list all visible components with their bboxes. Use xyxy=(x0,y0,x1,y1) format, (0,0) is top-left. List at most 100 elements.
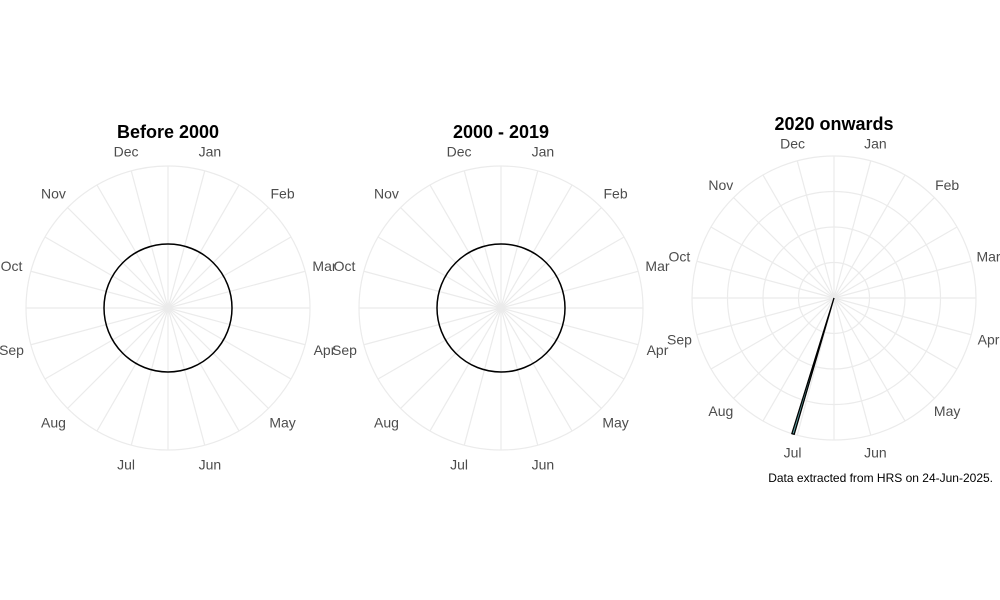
month-label-nov: Nov xyxy=(41,185,66,201)
month-label-jan: Jan xyxy=(532,144,555,160)
grid-spoke xyxy=(167,307,240,432)
month-label-dec: Dec xyxy=(780,135,805,151)
grid-spoke xyxy=(833,297,958,370)
grid-spoke xyxy=(500,307,639,346)
month-label-jul: Jul xyxy=(117,456,135,472)
grid-spoke xyxy=(833,297,872,436)
month-label-feb: Feb xyxy=(270,185,294,201)
month-label-aug: Aug xyxy=(708,403,733,419)
grid-spoke xyxy=(500,184,573,309)
grid-spoke xyxy=(67,307,169,409)
grid-spoke xyxy=(500,170,539,309)
grid-spoke xyxy=(833,297,972,336)
grid-spoke xyxy=(733,297,835,399)
month-label-jun: Jun xyxy=(199,456,222,472)
grid-spoke xyxy=(500,307,625,380)
grid-spoke xyxy=(696,297,835,336)
grid-spoke xyxy=(167,184,240,309)
month-label-may: May xyxy=(602,415,628,431)
grid-spoke xyxy=(377,307,502,380)
month-label-apr: Apr xyxy=(314,342,336,358)
month-label-aug: Aug xyxy=(41,415,66,431)
grid-spoke xyxy=(44,236,169,309)
grid-spoke xyxy=(167,207,269,309)
month-label-mar: Mar xyxy=(312,258,336,274)
grid-spoke xyxy=(710,297,835,370)
grid-spoke xyxy=(429,184,502,309)
grid-spoke xyxy=(400,207,502,309)
grid-spoke xyxy=(833,160,872,299)
month-label-jan: Jan xyxy=(199,144,222,160)
grid-spoke xyxy=(363,270,502,309)
grid-spoke xyxy=(363,307,502,346)
grid-spoke xyxy=(167,307,292,380)
grid-spoke xyxy=(500,207,602,309)
data-source-caption: Data extracted from HRS on 24-Jun-2025. xyxy=(768,471,993,485)
grid-spoke xyxy=(733,197,835,299)
grid-spoke xyxy=(429,307,502,432)
grid-spoke xyxy=(500,307,602,409)
panel-title-2020-onwards: 2020 onwards xyxy=(774,114,893,134)
month-label-apr: Apr xyxy=(978,331,1000,347)
rose-chart-before-2000: Jan Feb Mar Apr May Jun Jul Aug Sep Oct Nov Dec xyxy=(0,144,337,473)
grid-spoke xyxy=(96,184,169,309)
grid-spoke xyxy=(44,307,169,380)
month-label-feb: Feb xyxy=(935,177,959,193)
grid-spoke xyxy=(762,297,835,422)
grid-spoke xyxy=(167,270,306,309)
month-label-mar: Mar xyxy=(645,258,669,274)
month-label-jul: Jul xyxy=(784,445,802,461)
grid-spoke xyxy=(710,226,835,299)
panel-title-2000-2019: 2000 - 2019 xyxy=(453,122,549,142)
grid-spoke xyxy=(167,170,206,309)
month-label-aug: Aug xyxy=(374,415,399,431)
month-label-jun: Jun xyxy=(864,445,887,461)
month-label-oct: Oct xyxy=(1,258,23,274)
month-label-jan: Jan xyxy=(864,135,887,151)
month-label-jun: Jun xyxy=(532,456,555,472)
month-label-dec: Dec xyxy=(447,144,472,160)
grid-spoke xyxy=(833,260,972,299)
panel-title-before-2000: Before 2000 xyxy=(117,122,219,142)
month-label-jul: Jul xyxy=(450,456,468,472)
grid-spoke xyxy=(167,236,292,309)
grid-spoke xyxy=(500,307,539,446)
month-label-nov: Nov xyxy=(374,185,399,201)
grid-spoke xyxy=(167,307,206,446)
grid-spoke xyxy=(400,307,502,409)
grid-spoke xyxy=(463,170,502,309)
month-label-dec: Dec xyxy=(114,144,139,160)
month-label-sep: Sep xyxy=(667,331,692,347)
grid-spoke xyxy=(833,174,906,299)
grid-spoke xyxy=(762,174,835,299)
month-label-oct: Oct xyxy=(669,249,691,265)
grid-spoke xyxy=(130,307,169,446)
month-label-feb: Feb xyxy=(603,185,627,201)
grid-spoke xyxy=(463,307,502,446)
grid-spoke xyxy=(796,160,835,299)
month-label-may: May xyxy=(269,415,295,431)
grid-spoke xyxy=(500,236,625,309)
grid-spoke xyxy=(500,307,573,432)
grid-spoke xyxy=(30,307,169,346)
empty-data-circle xyxy=(103,243,233,373)
grid-spoke xyxy=(833,226,958,299)
grid-spoke xyxy=(30,270,169,309)
grid-spoke xyxy=(96,307,169,432)
grid-spoke xyxy=(833,197,935,299)
grid-spoke xyxy=(377,236,502,309)
month-label-nov: Nov xyxy=(708,177,733,193)
grid-spoke xyxy=(833,297,935,399)
grid-spoke xyxy=(833,297,906,422)
rose-chart-2000-2019: Jan Feb Mar Apr May Jun Jul Aug Sep Oct Nov Dec xyxy=(332,144,670,473)
month-label-mar: Mar xyxy=(976,249,1000,265)
grid-spoke xyxy=(67,207,169,309)
month-label-may: May xyxy=(934,403,960,419)
rose-chart-2020-onwards: Jan Feb Mar Apr May Jun Jul Aug Sep Oct Nov Dec xyxy=(667,135,1000,460)
empty-data-circle xyxy=(436,243,566,373)
month-label-apr: Apr xyxy=(647,342,669,358)
grid-spoke xyxy=(167,307,269,409)
month-label-sep: Sep xyxy=(0,342,24,358)
grid-spoke xyxy=(696,260,835,299)
